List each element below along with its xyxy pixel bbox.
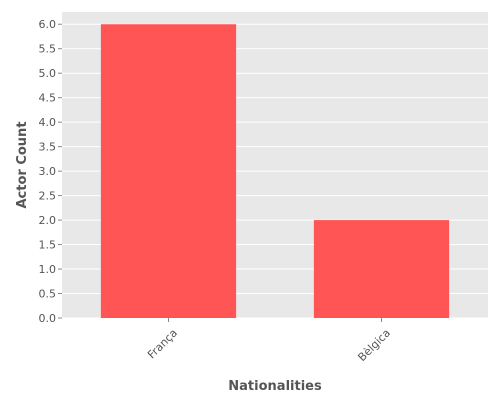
y-tick-label: 3.0 [39,165,57,178]
y-tick-label: 0.0 [39,312,57,325]
y-tick-label: 5.0 [39,67,57,80]
y-tick-label: 3.5 [39,141,57,154]
y-tick-labels: 0.0 0.5 1.0 1.5 2.0 2.5 3.0 3.5 4.0 4.5 5.0 5.5 6.0 [39,18,62,325]
y-tick-label: 4.0 [39,116,57,129]
y-axis-title: Actor Count [15,121,30,208]
y-tick-label: 1.0 [39,263,57,276]
bars [100,24,450,319]
y-tick-label: 6.0 [39,18,57,31]
y-tick-label: 4.5 [39,92,57,105]
y-tick-label: 1.5 [39,239,57,252]
y-tick-label: 0.5 [39,288,57,301]
x-tick-label: França [145,326,180,361]
bar-bèlgica [313,220,450,318]
y-tick-label: 2.0 [39,214,57,227]
x-axis-title: Nationalities [228,379,322,394]
x-tick-labels: França Bèlgica [145,318,393,364]
y-tick-label: 2.5 [39,190,57,203]
x-tick-label: Bèlgica [355,326,393,364]
y-tick-label: 5.5 [39,43,57,56]
bar-frança [100,24,237,319]
